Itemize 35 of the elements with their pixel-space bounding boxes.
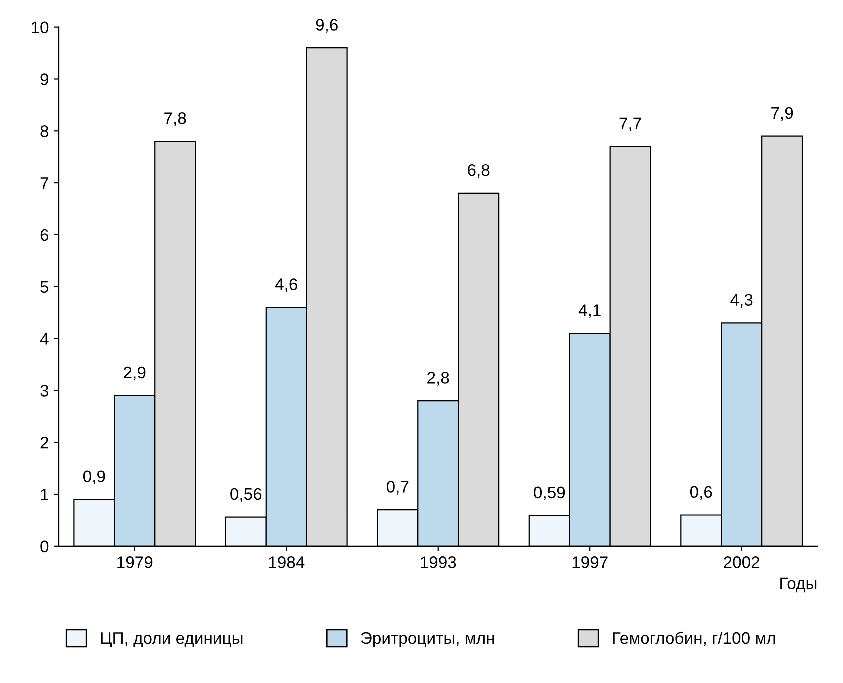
legend-label: Гемоглобин, г/100 мл <box>613 632 776 646</box>
data-label: 0,59 <box>534 486 566 501</box>
y-tick-label: 8 <box>40 126 49 138</box>
data-label: 0,7 <box>386 481 409 495</box>
x-tick-label: 1984 <box>269 556 305 568</box>
x-tick-label: 1993 <box>421 556 456 568</box>
y-tick-label: 9 <box>40 74 48 86</box>
data-label: 7,8 <box>164 112 186 126</box>
y-tick-label: 4 <box>40 333 49 345</box>
data-label: 0,9 <box>83 470 106 484</box>
legend-label: ЦП, доли единицы <box>101 632 243 648</box>
data-label: 4,3 <box>730 294 753 308</box>
y-tick-label: 0 <box>40 540 49 553</box>
y-tick-label: 5 <box>40 281 49 294</box>
y-tick-label: 1 <box>41 489 48 501</box>
data-label: 4,6 <box>275 278 298 292</box>
data-label: 0,56 <box>230 488 262 502</box>
data-label: 0,6 <box>690 486 712 500</box>
data-label: 6,8 <box>468 164 490 178</box>
data-label: 9,6 <box>316 19 338 33</box>
y-tick-label: 2 <box>40 436 48 449</box>
legend-label: Эритроциты, млн <box>361 632 494 648</box>
data-label: 7,9 <box>772 107 794 122</box>
data-label: 2,8 <box>428 372 450 386</box>
x-tick-label: 1979 <box>118 556 153 568</box>
y-tick-label: 10 <box>32 22 49 34</box>
data-label: 4,1 <box>578 304 601 318</box>
data-label: 7,7 <box>620 118 642 132</box>
y-tick-label: 7 <box>40 178 48 190</box>
x-tick-label: 1997 <box>572 556 608 568</box>
y-tick-label: 3 <box>40 385 49 397</box>
x-axis-title: Годы <box>780 578 817 593</box>
data-label: 2,9 <box>124 366 146 381</box>
y-tick-label: 6 <box>40 229 49 242</box>
x-tick-label: 2002 <box>724 556 760 568</box>
